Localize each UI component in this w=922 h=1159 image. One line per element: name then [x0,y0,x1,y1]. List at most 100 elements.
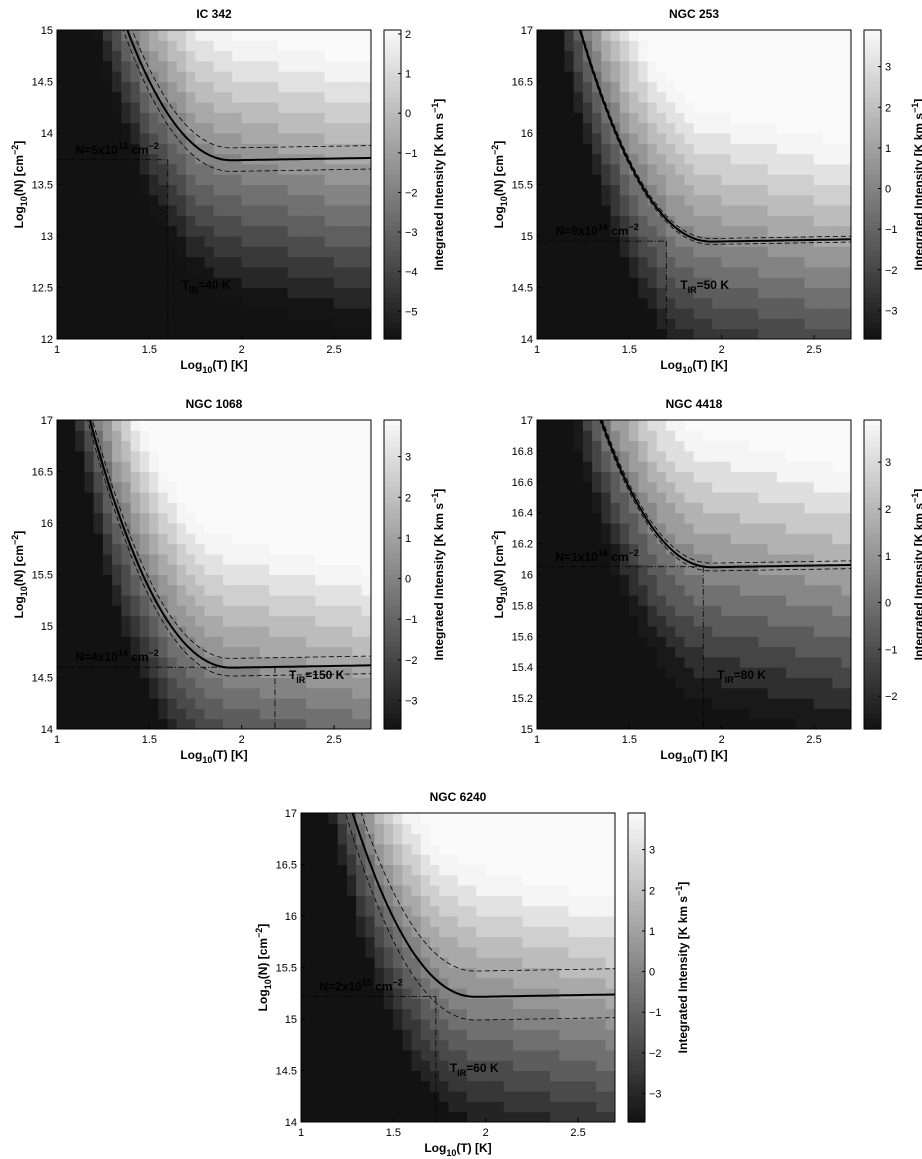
heatmap-cell [841,636,852,648]
heatmap-cell [822,512,834,524]
heatmap-cell [93,615,104,627]
heatmap-cell [776,276,787,288]
heatmap-cell [749,636,760,648]
heatmap-cell [121,112,132,124]
heatmap-cell [665,636,677,648]
heatmap-cell [195,625,206,637]
heatmap-cell [665,246,677,258]
heatmap-cell [749,512,760,524]
heatmap-cell [158,440,169,452]
heatmap-cell [333,625,344,637]
heatmap-cell [250,307,261,319]
heatmap-cell [749,666,760,678]
heatmap-cell [822,430,834,442]
heatmap-cell [813,687,824,699]
heatmap-cell [749,60,760,72]
heatmap-cell [75,512,86,524]
colorbar-swatch [384,698,401,704]
heatmap-cell [545,615,556,627]
heatmap-cell [721,297,732,309]
heatmap-cell [656,81,667,93]
heatmap-cell [259,287,270,299]
heatmap-cell [402,1111,413,1123]
heatmap-cell [712,132,723,144]
heatmap-cell [536,70,547,82]
heatmap-cell [204,132,215,144]
heatmap-cell [786,522,797,534]
heatmap-cell [786,122,797,134]
heatmap-cell [693,204,704,216]
heatmap-cell [813,29,824,41]
heatmap-cell [102,194,113,206]
heatmap-cell [204,625,215,637]
heatmap-cell [804,266,815,278]
heatmap-cell [342,708,354,720]
heatmap-cell [665,697,677,709]
heatmap-cell [232,471,243,483]
heatmap-cell [306,553,317,565]
heatmap-cell [730,718,741,730]
heatmap-cell [56,563,67,575]
heatmap-cell [287,594,298,606]
heatmap-cell [822,584,834,596]
colorbar-swatch [864,215,881,222]
heatmap-cell [250,491,261,503]
heatmap-cell [795,718,806,730]
heatmap-cell [176,460,187,472]
heatmap-cell [564,594,575,606]
colorbar-swatch [384,277,401,283]
heatmap-cell [758,307,769,319]
heatmap-cell [564,543,575,555]
heatmap-cell [832,677,843,689]
heatmap-cell [841,60,852,72]
heatmap-cell [278,440,289,452]
heatmap-cell [204,70,215,82]
heatmap-cell [93,112,104,124]
heatmap-cell [269,625,280,637]
heatmap-cell [582,563,593,575]
heatmap-cell [702,574,713,586]
heatmap-cell [287,533,298,545]
heatmap-cell [712,143,723,155]
heatmap-cell [786,173,797,185]
colorbar-swatch [864,127,881,134]
heatmap-cell [601,718,612,730]
heatmap-cell [638,430,649,442]
heatmap-cell [813,471,824,483]
heatmap-cell [804,708,815,720]
heatmap-cell [176,235,187,247]
heatmap-cell [841,50,852,62]
heatmap-cell [647,194,658,206]
heatmap-cell [730,481,741,493]
heatmap-cell [287,143,298,155]
heatmap-cell [758,615,769,627]
heatmap-cell [204,615,215,627]
heatmap-cell [841,143,852,155]
heatmap-cell [795,419,806,431]
colorbar-swatch [864,548,881,555]
heatmap-cell [841,91,852,103]
heatmap-cell [324,584,335,596]
heatmap-cell [675,173,686,185]
heatmap-cell [693,132,704,144]
heatmap-cell [130,419,141,431]
heatmap-cell [592,297,603,309]
heatmap-cell [278,502,289,514]
heatmap-cell [65,512,76,524]
heatmap-cell [309,823,320,835]
heatmap-cell [121,266,132,278]
heatmap-cell [309,946,320,958]
heatmap-cell [619,246,630,258]
heatmap-cell [629,584,640,596]
heatmap-cell [841,235,852,247]
colorbar-swatch [384,169,401,175]
heatmap-cell [306,143,317,155]
heatmap-cell [638,204,649,216]
heatmap-cell [776,287,787,299]
heatmap-cell [356,895,367,907]
heatmap-cell [555,718,566,730]
heatmap-cell [638,225,649,237]
colorbar-swatch [384,662,401,668]
heatmap-cell [342,491,354,503]
